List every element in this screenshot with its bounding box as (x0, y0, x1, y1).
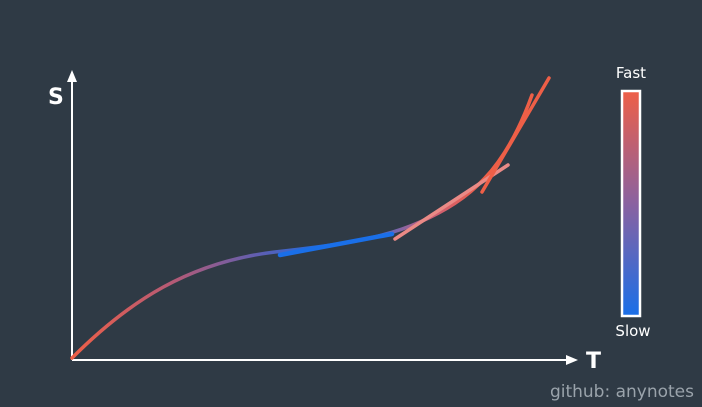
x-axis-label: T (586, 349, 601, 374)
tangent-line-fast (480, 76, 551, 194)
legend-fast-label: Fast (616, 64, 646, 82)
tangent-line-slow (277, 231, 395, 258)
x-axis-arrow-icon (566, 355, 578, 365)
position-time-curve (70, 93, 534, 360)
speed-legend: Fast Slow (615, 64, 650, 340)
legend-slow-label: Slow (615, 322, 650, 340)
legend-color-bar (620, 89, 642, 318)
y-axis: S (48, 70, 77, 360)
y-axis-arrow-icon (67, 70, 77, 82)
credit-text: github: anynotes (550, 382, 694, 402)
y-axis-label: S (48, 85, 64, 110)
x-axis: T (72, 349, 601, 374)
